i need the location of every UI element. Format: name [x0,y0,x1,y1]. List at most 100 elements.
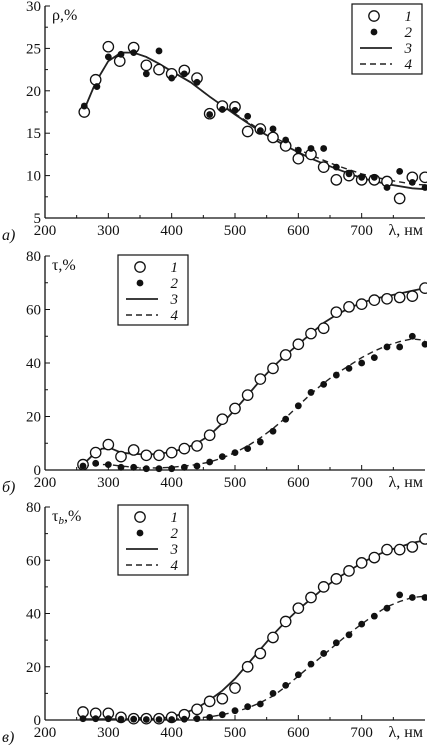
y-tick-label: 20 [26,660,41,676]
series-2-point [93,83,101,90]
series-1-point [279,615,292,628]
series-1-point [355,298,368,310]
x-tick-label: 400 [160,475,183,491]
series-2-point [282,681,290,689]
legend-box [117,504,189,576]
chart-panel-2: 200 300 400 500 600 700 0 20 40 60 80 τ,% λ, нм б) 123… [2,249,427,496]
x-axis-label: λ, нм [389,474,423,491]
series-2-point [358,173,366,181]
series-2-point [142,465,150,473]
x-tick-label: 600 [287,725,310,741]
series-1-point [330,173,343,186]
y-tick-label: 10 [26,169,41,185]
series-2-point [396,343,404,351]
series-2-point [383,343,391,351]
series-1-point [241,389,254,401]
series-2-point [155,47,163,55]
series-2-point [320,650,328,657]
series-1-point [102,438,115,451]
x-tick-label: 700 [350,475,373,491]
legend-label-4: 4 [405,57,413,73]
series-1-point [153,449,165,462]
series-2-point [396,167,404,175]
series-2-point [421,340,427,348]
series-2-point [92,715,100,723]
series-1-point [406,541,419,553]
y-tick-label: 60 [26,303,41,319]
y-tick-label: 20 [26,84,41,100]
y-tick-label: 5 [34,211,42,227]
x-tick-label: 300 [97,475,120,491]
panel-label: в) [2,729,14,745]
series-1-point [140,59,153,72]
x-axis-label: λ, нм [389,724,423,741]
series-1-point [229,682,241,694]
legend-label-1: 1 [171,510,179,526]
series-1-point [393,543,406,556]
legend-label-4: 4 [171,308,179,324]
series-2-point [117,715,125,723]
series-1-point [241,125,254,138]
y-axis-label: τb,% [52,508,81,527]
series-1-point [381,543,393,556]
y-axis-label: ρ,% [52,7,77,24]
series-1-point [178,442,191,455]
x-tick-label: 500 [224,725,247,741]
series-2-point [92,459,100,467]
series-1-point [305,327,317,340]
y-axis-label-sub: b [58,515,64,527]
series-2-point [80,102,88,110]
y-tick-label: 0 [34,713,42,729]
series-2-point [244,112,252,120]
x-tick-label: 500 [224,475,247,491]
series-2-point [320,381,328,388]
series-1-point [292,602,305,615]
series-1-point [89,446,102,459]
series-2-point [180,70,188,78]
series-2-point [282,415,290,423]
series-1-point [216,692,229,705]
series-1-point [330,306,343,319]
legend-label-1: 1 [171,260,179,276]
series-1-point [267,362,279,375]
series-1-point [254,373,267,385]
series-2-point [370,612,378,620]
y-tick-label: 80 [26,500,41,516]
x-tick-label: 400 [160,223,183,239]
x-tick-label: 300 [97,725,120,741]
series-2-point [396,591,404,599]
series-2-point [345,631,353,639]
legend-label-2: 2 [405,25,413,41]
series-2-point [269,689,277,697]
series-2-point [130,715,138,723]
series-1-point [355,557,368,569]
legend-box [117,254,189,326]
series-1-point [115,450,127,463]
y-tick-label: 40 [26,356,41,372]
series-2-point [408,332,416,340]
series-2-point [168,74,176,82]
legend-marker-2 [136,529,144,537]
series-1-point [203,695,216,708]
y-tick-label: 20 [26,410,41,426]
series-2-point [193,78,201,86]
y-tick-label: 80 [26,249,41,265]
series-1-point [419,282,427,294]
x-tick-label: 200 [34,475,57,491]
series-2-point [370,354,378,362]
y-tick-label: 15 [26,126,41,142]
series-2-point [142,716,150,723]
series-2-point [358,359,366,367]
series-2-point [294,402,302,410]
series-2-point [256,700,264,708]
series-2-point [307,660,315,668]
panel-label: а) [2,227,15,244]
y-tick-label: 25 [26,41,41,57]
series-2-point [218,106,226,113]
y-tick-label: 30 [26,0,41,15]
series-2-point [231,106,239,114]
series-1-point [292,338,305,351]
series-2-point [307,145,315,152]
series-2-point [79,462,87,470]
